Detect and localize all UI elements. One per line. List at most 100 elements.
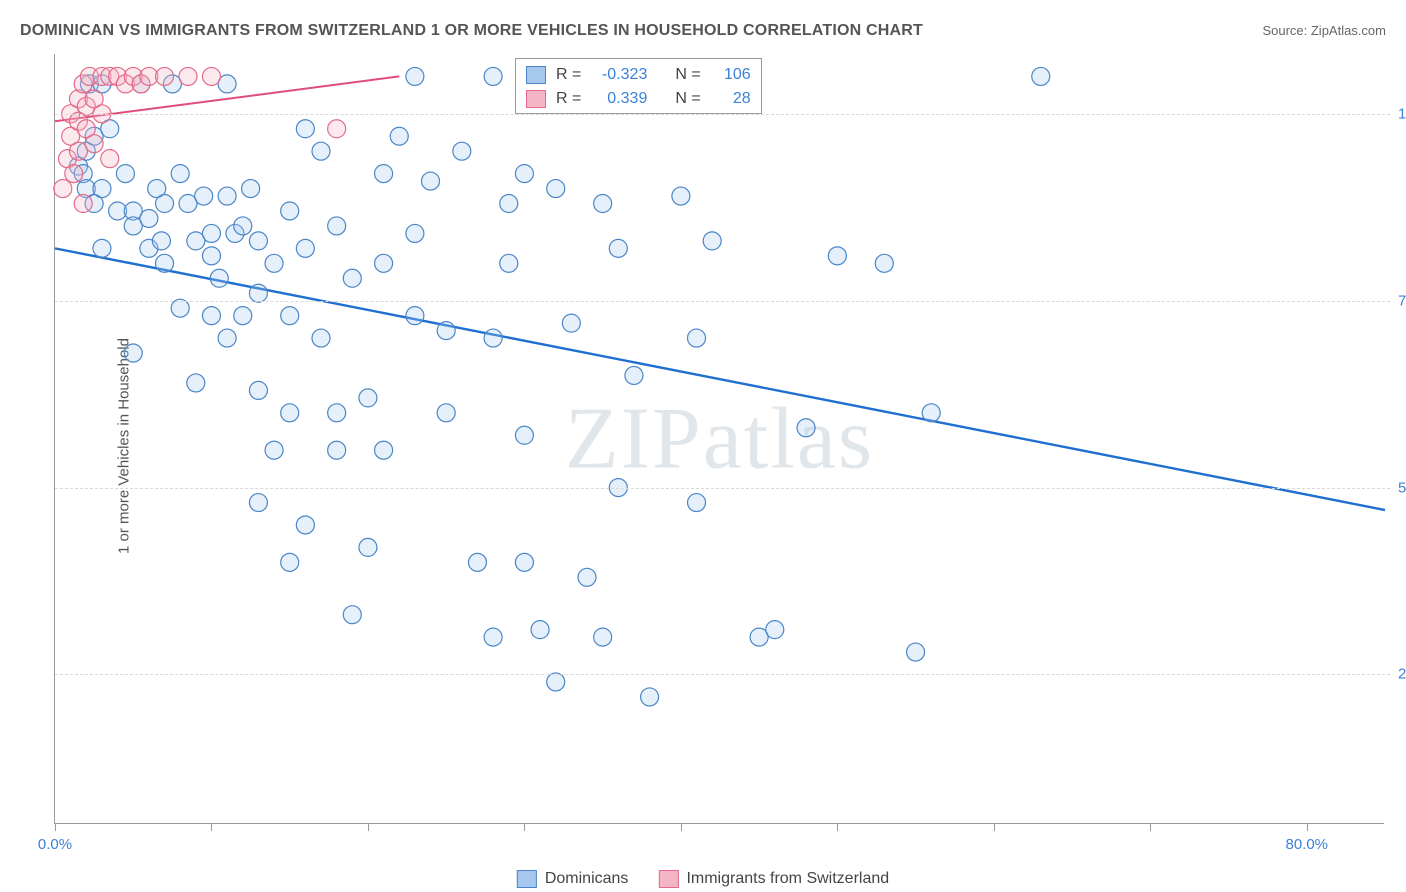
- point-dominicans: [265, 254, 283, 272]
- point-swiss: [85, 135, 103, 153]
- point-dominicans: [641, 688, 659, 706]
- point-dominicans: [688, 329, 706, 347]
- point-dominicans: [468, 553, 486, 571]
- chart-plot-area: ZIPatlas 25.0%50.0%75.0%100.0%0.0%80.0%R…: [54, 54, 1384, 824]
- point-dominicans: [437, 404, 455, 422]
- point-dominicans: [688, 494, 706, 512]
- point-dominicans: [312, 329, 330, 347]
- point-dominicans: [484, 329, 502, 347]
- point-dominicans: [625, 366, 643, 384]
- point-dominicans: [672, 187, 690, 205]
- point-dominicans: [375, 165, 393, 183]
- point-dominicans: [195, 187, 213, 205]
- point-dominicans: [594, 195, 612, 213]
- point-dominicans: [249, 494, 267, 512]
- point-swiss: [156, 67, 174, 85]
- point-dominicans: [703, 232, 721, 250]
- point-dominicans: [328, 404, 346, 422]
- point-dominicans: [93, 180, 111, 198]
- legend-top: R =-0.323N =106R =0.339N =28: [515, 58, 762, 114]
- point-dominicans: [156, 254, 174, 272]
- point-dominicans: [359, 538, 377, 556]
- point-dominicans: [187, 374, 205, 392]
- point-dominicans: [234, 307, 252, 325]
- point-dominicans: [218, 329, 236, 347]
- point-dominicans: [328, 217, 346, 235]
- point-dominicans: [242, 180, 260, 198]
- source-label: Source:: [1262, 23, 1310, 38]
- point-dominicans: [484, 628, 502, 646]
- x-tick: [994, 823, 995, 831]
- point-dominicans: [202, 247, 220, 265]
- point-dominicans: [171, 165, 189, 183]
- point-dominicans: [406, 224, 424, 242]
- point-dominicans: [202, 224, 220, 242]
- n-value-dominicans: 106: [711, 66, 751, 84]
- point-dominicans: [249, 232, 267, 250]
- point-dominicans: [437, 322, 455, 340]
- point-dominicans: [547, 180, 565, 198]
- point-dominicans: [234, 217, 252, 235]
- swatch-dominicans: [526, 66, 546, 84]
- point-dominicans: [484, 67, 502, 85]
- point-dominicans: [1032, 67, 1050, 85]
- point-dominicans: [578, 568, 596, 586]
- r-label: R =: [556, 90, 581, 108]
- x-tick-label: 0.0%: [38, 836, 72, 853]
- y-tick-label: 50.0%: [1390, 479, 1406, 496]
- point-swiss: [202, 67, 220, 85]
- point-dominicans: [359, 389, 377, 407]
- chart-title: DOMINICAN VS IMMIGRANTS FROM SWITZERLAND…: [20, 22, 923, 40]
- point-dominicans: [343, 606, 361, 624]
- legend-top-row-dominicans: R =-0.323N =106: [526, 63, 751, 87]
- x-tick: [368, 823, 369, 831]
- point-dominicans: [140, 209, 158, 227]
- legend-top-row-swiss: R =0.339N =28: [526, 87, 751, 111]
- x-tick: [55, 823, 56, 831]
- point-swiss: [65, 165, 83, 183]
- x-tick: [211, 823, 212, 831]
- plot-svg: [55, 54, 1384, 823]
- x-tick-label: 80.0%: [1285, 836, 1328, 853]
- point-dominicans: [296, 516, 314, 534]
- point-dominicans: [281, 307, 299, 325]
- legend-item-dominicans: Dominicans: [517, 870, 629, 888]
- point-dominicans: [797, 419, 815, 437]
- point-dominicans: [406, 67, 424, 85]
- legend-label-dominicans: Dominicans: [545, 870, 629, 888]
- r-value-swiss: 0.339: [591, 90, 647, 108]
- point-swiss: [328, 120, 346, 138]
- point-dominicans: [218, 187, 236, 205]
- point-dominicans: [202, 307, 220, 325]
- point-dominicans: [296, 239, 314, 257]
- x-tick: [524, 823, 525, 831]
- swatch-swiss: [526, 90, 546, 108]
- point-swiss: [101, 150, 119, 168]
- gridline: [55, 674, 1390, 675]
- point-dominicans: [500, 195, 518, 213]
- point-dominicans: [500, 254, 518, 272]
- point-dominicans: [156, 195, 174, 213]
- point-dominicans: [328, 441, 346, 459]
- n-label: N =: [675, 90, 700, 108]
- point-dominicans: [875, 254, 893, 272]
- point-dominicans: [515, 165, 533, 183]
- point-dominicans: [152, 232, 170, 250]
- point-dominicans: [922, 404, 940, 422]
- point-dominicans: [828, 247, 846, 265]
- x-tick: [1150, 823, 1151, 831]
- point-dominicans: [296, 120, 314, 138]
- point-dominicans: [281, 404, 299, 422]
- point-dominicans: [249, 284, 267, 302]
- y-tick-label: 25.0%: [1390, 666, 1406, 683]
- point-dominicans: [375, 254, 393, 272]
- point-dominicans: [562, 314, 580, 332]
- point-dominicans: [594, 628, 612, 646]
- gridline: [55, 488, 1390, 489]
- point-dominicans: [312, 142, 330, 160]
- point-dominicans: [265, 441, 283, 459]
- x-tick: [681, 823, 682, 831]
- point-dominicans: [281, 553, 299, 571]
- point-dominicans: [406, 307, 424, 325]
- y-tick-label: 100.0%: [1390, 105, 1406, 122]
